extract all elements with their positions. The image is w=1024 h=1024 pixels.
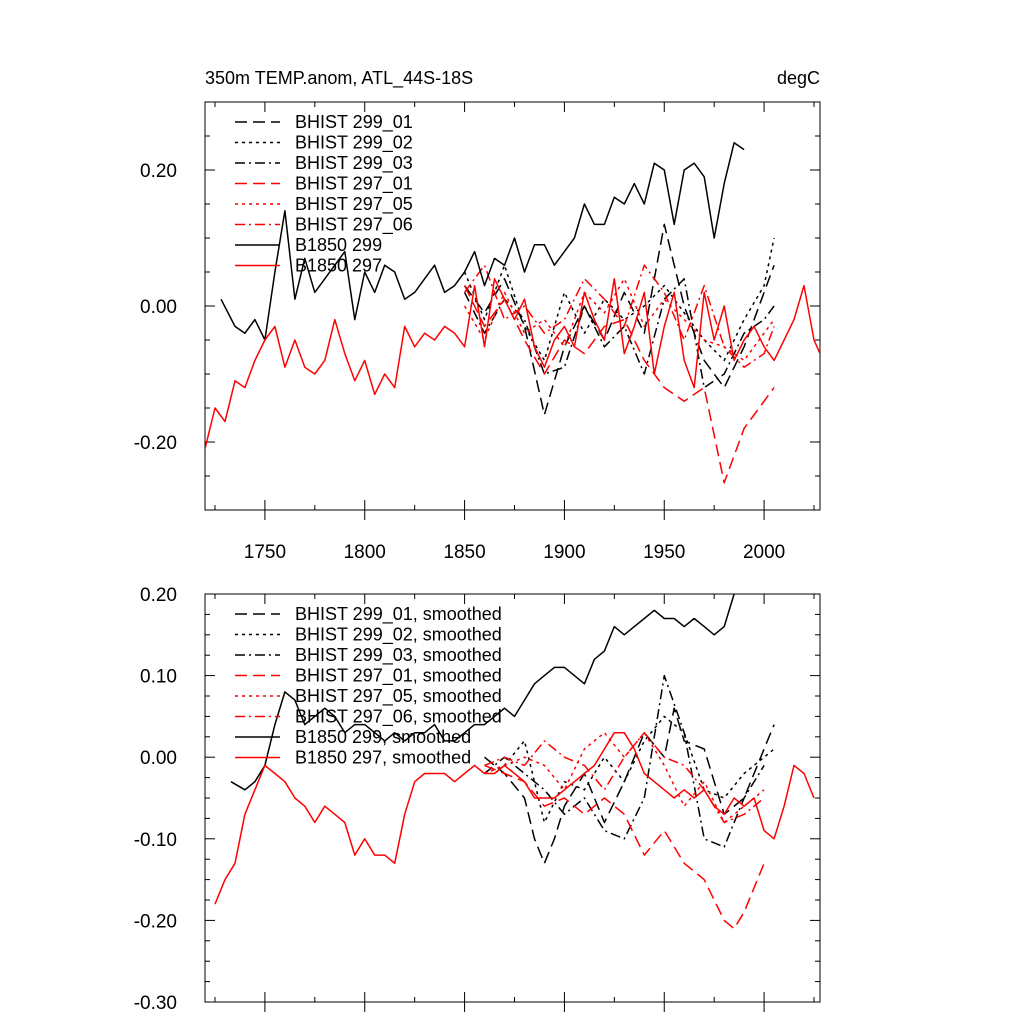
x-tick-label: 1850 — [443, 542, 485, 563]
series-line-1 — [463, 223, 775, 416]
series-line-8 — [214, 731, 815, 905]
series-line-7 — [230, 594, 735, 791]
series-line-1 — [484, 707, 775, 865]
x-tick-label: 2000 — [743, 542, 785, 563]
y-tick-label: 0.10 — [140, 667, 177, 688]
legend-label: BHIST 297_06, smoothed — [295, 707, 502, 728]
series-line-7 — [220, 142, 745, 341]
y-tick-label: 0.00 — [140, 748, 177, 769]
series-group — [214, 594, 815, 930]
legend-label: B1850 299 — [295, 235, 382, 255]
panel-2: -0.30 -0.20 -0.10 0.00 0.10 0.20 BHIST 299_01,… — [134, 585, 821, 1014]
legend-label: BHIST 297_06 — [295, 215, 413, 236]
legend-label: BHIST 297_05, smoothed — [295, 686, 502, 707]
legend-label: B1850 299, smoothed — [295, 727, 471, 747]
series-line-6 — [463, 264, 775, 368]
series-line-5 — [463, 278, 775, 362]
series-line-4 — [463, 285, 775, 484]
x-tick-label: 1750 — [244, 542, 286, 563]
series-line-2 — [484, 715, 775, 824]
series-line-5 — [484, 731, 765, 824]
legend-label: BHIST 299_02 — [295, 133, 413, 154]
chart-title: 350m TEMP.anom, ATL_44S-18S — [205, 68, 473, 89]
legend-label: BHIST 297_01 — [295, 174, 413, 195]
series-line-8 — [205, 278, 820, 449]
series-line-4 — [484, 764, 765, 930]
legend-label: BHIST 299_03, smoothed — [295, 645, 502, 666]
legend-label: BHIST 299_03 — [295, 153, 413, 174]
legend-label: BHIST 297_05 — [295, 194, 413, 215]
series-line-3 — [484, 674, 765, 848]
y-tick-label: -0.10 — [134, 830, 177, 851]
x-tick-label: 1800 — [344, 542, 386, 563]
y-tick-label: -0.30 — [134, 993, 177, 1014]
legend-label: B1850 297 — [295, 256, 382, 276]
legend-label: BHIST 299_02, smoothed — [295, 625, 502, 646]
y-tick-label: -0.20 — [134, 911, 177, 932]
units-label: degC — [777, 68, 820, 88]
x-tick-label: 1950 — [643, 542, 685, 563]
legend-label: BHIST 297_01, smoothed — [295, 666, 502, 687]
series-line-2 — [463, 237, 775, 362]
legend-label: BHIST 299_01, smoothed — [295, 604, 502, 625]
y-tick-label: 0.00 — [140, 297, 177, 318]
y-tick-label: -0.20 — [134, 433, 177, 454]
panel-1: -0.20 0.00 0.20 1750 1800 1850 1900 1950 2000 350… — [134, 68, 821, 563]
x-tick-label: 1900 — [543, 542, 585, 563]
series-group — [205, 142, 820, 484]
legend-label: BHIST 299_01 — [295, 112, 413, 133]
legend-label: B1850 297, smoothed — [295, 748, 471, 768]
y-tick-label: 0.20 — [140, 161, 177, 182]
y-tick-label: 0.20 — [140, 585, 177, 606]
